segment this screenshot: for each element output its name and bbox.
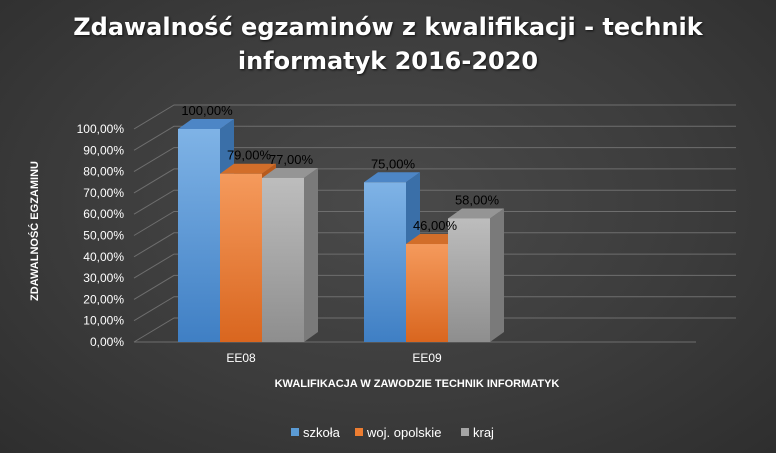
bar-top [364, 172, 420, 183]
bar-top [262, 167, 318, 178]
y-axis-title: ZDAWALNOŚĆ EGZAMINU [28, 161, 41, 301]
gridline [133, 274, 736, 300]
data-label: 100,00% [181, 103, 233, 118]
y-tick-label: 40,00% [83, 250, 124, 264]
bar-side [304, 167, 318, 342]
y-tick-label: 50,00% [83, 229, 124, 243]
gridline [133, 168, 736, 194]
legend: szkoła woj. opolskie kraj [291, 425, 494, 440]
data-label: 79,00% [227, 148, 272, 163]
y-tick-label: 0,00% [90, 335, 124, 349]
legend-swatch [461, 428, 469, 436]
x-category-label: EE08 [226, 351, 256, 365]
bar [178, 129, 220, 342]
chart-title: Zdawalność egzaminów z kwalifikacji - te… [73, 13, 703, 75]
gridline [133, 189, 736, 215]
x-axis-title: KWALIFIKACJA W ZAWODZIE TECHNIK INFORMAT… [275, 378, 560, 390]
bar [262, 177, 304, 342]
legend-label: kraj [473, 425, 494, 440]
x-category-label: EE09 [412, 351, 442, 365]
bar [220, 173, 262, 342]
y-tick-label: 20,00% [83, 292, 124, 306]
data-label: 58,00% [455, 192, 500, 207]
gridline [133, 296, 736, 322]
y-tick-label: 80,00% [83, 165, 124, 179]
bar [406, 244, 448, 342]
data-label: 46,00% [413, 218, 458, 233]
bar-top [220, 163, 276, 174]
legend-swatch [291, 428, 299, 436]
gridline [133, 317, 736, 343]
legend-swatch [355, 428, 363, 436]
legend-label: szkoła [303, 425, 341, 440]
bar-side [490, 208, 504, 342]
y-tick-label: 30,00% [83, 271, 124, 285]
bar [364, 182, 406, 342]
data-label: 75,00% [371, 156, 416, 171]
y-tick-label: 100,00% [77, 122, 125, 136]
bar-top [448, 208, 504, 219]
gridline [133, 211, 736, 236]
y-tick-label: 90,00% [83, 143, 124, 157]
y-tick-label: 70,00% [83, 186, 124, 200]
bar-top [178, 119, 234, 129]
legend-label: woj. opolskie [366, 425, 441, 440]
data-label: 77,00% [269, 152, 314, 167]
gridline [133, 253, 736, 279]
bar [448, 218, 490, 342]
gridline [133, 125, 736, 151]
y-tick-label: 60,00% [83, 207, 124, 221]
y-tick-label: 10,00% [83, 314, 124, 328]
gridline [133, 232, 736, 258]
gridline [133, 147, 736, 173]
gridline [133, 104, 736, 130]
